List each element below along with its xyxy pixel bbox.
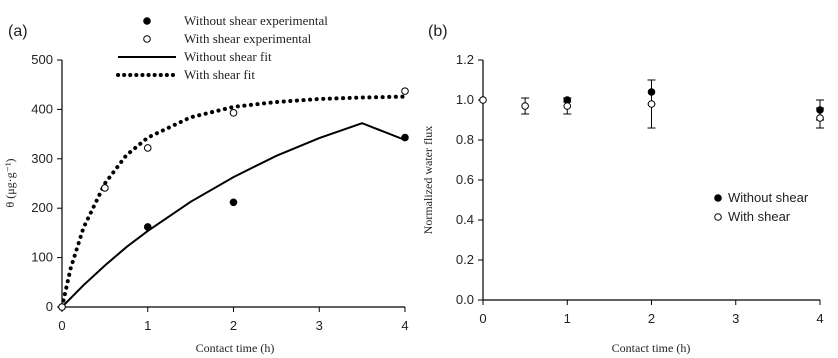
data-point-with-shear [401,87,409,95]
panel-b-x-label: Contact time (h) [612,341,691,355]
data-point-without-shear [143,223,152,231]
y-tick-label: 100 [31,250,53,265]
x-tick-label: 0 [479,311,486,326]
panel-a-y-ticks: 0 100 200 300 400 500 [31,52,62,314]
y-tick-label: 0.8 [456,132,474,147]
x-tick-label: 2 [230,318,237,333]
y-tick-label: 200 [31,200,53,215]
legend-label: With shear [728,209,791,224]
fit-line-with-shear [60,94,407,309]
y-tick-label: 500 [31,52,53,67]
panel-a-y-label: θ (μg·g⁻¹) [3,158,17,207]
y-tick-label: 0.2 [456,252,474,267]
data-point-with-shear [647,100,656,108]
data-point-with-shear [521,102,529,110]
y-tick-label: 0.4 [456,212,474,227]
y-tick-label: 0 [46,299,53,314]
data-point-with-shear [479,96,487,104]
data-point-with-shear [101,184,109,192]
data-point-with-shear [816,114,824,122]
x-tick-label: 4 [816,311,823,326]
data-point-without-shear [229,198,238,207]
x-tick-label: 2 [648,311,655,326]
x-tick-label: 0 [58,318,65,333]
panel-a-x-label: Contact time (h) [196,341,275,355]
y-tick-label: 1.2 [456,52,474,67]
data-point-with-shear [58,303,66,311]
y-tick-label: 300 [31,151,53,166]
legend-label: Without shear fit [184,49,272,64]
panel-b: (b) 0.0 0.2 0.4 0.6 0.8 1.0 1.2 0 1 2 3 4 Contact … [421,23,824,355]
legend-label: With shear experimental [184,31,312,46]
data-point-without-shear [401,133,409,142]
x-tick-label: 3 [316,318,323,333]
panel-a-label: (a) [8,23,28,40]
x-tick-label: 1 [564,311,571,326]
data-point-with-shear [143,144,152,152]
panel-b-legend: Without shear With shear [714,190,809,224]
data-point-with-shear [563,102,572,110]
data-point-with-shear [229,109,238,117]
fit-line-without-shear [61,122,406,308]
panel-b-x-ticks: 0 1 2 3 4 [479,300,824,326]
legend-label: Without shear [728,190,809,205]
legend-marker [143,35,151,43]
panel-b-y-ticks: 0.0 0.2 0.4 0.6 0.8 1.0 1.2 [456,52,483,307]
y-tick-label: 0.0 [456,292,474,307]
panel-b-series [479,79,824,129]
x-tick-label: 3 [732,311,739,326]
legend-marker [714,213,722,221]
panel-a-legend: Without shear experimental With shear exp… [116,13,328,82]
y-tick-label: 0.6 [456,172,474,187]
x-tick-label: 1 [144,318,151,333]
y-tick-label: 400 [31,101,53,116]
panel-a: (a) 0 100 200 300 400 500 0 1 2 3 4 Contact time … [3,13,409,355]
panel-a-x-ticks: 0 1 2 3 4 [58,307,409,333]
x-tick-label: 4 [401,318,408,333]
panel-a-series [58,87,409,311]
legend-label: With shear fit [184,67,255,82]
panel-b-y-label: Normalized water flux [421,126,435,235]
y-tick-label: 1.0 [456,92,474,107]
legend-marker [714,194,722,202]
panel-b-label: (b) [428,23,448,40]
legend-label: Without shear experimental [184,13,328,28]
legend-marker [143,17,151,25]
